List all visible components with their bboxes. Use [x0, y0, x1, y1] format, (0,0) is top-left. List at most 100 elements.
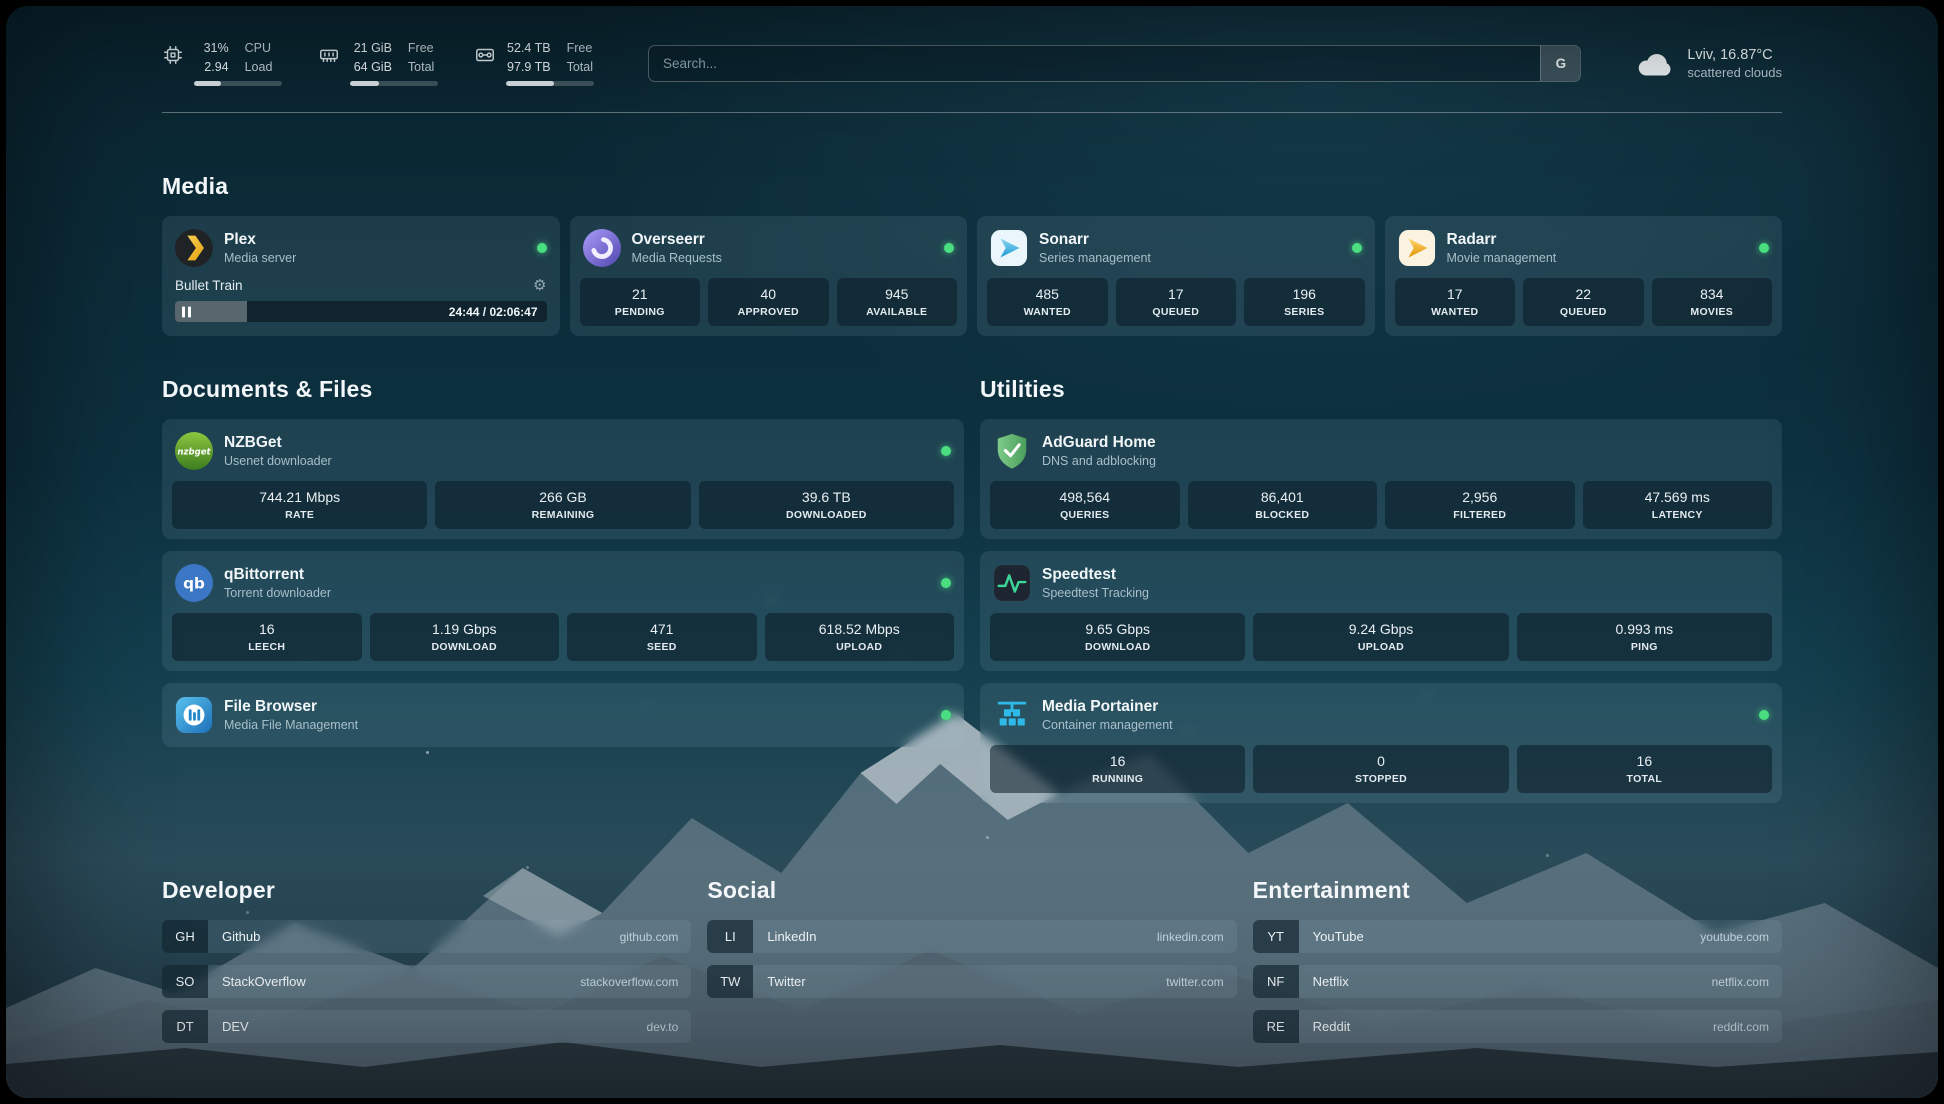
- plex-icon: [175, 229, 213, 267]
- section-utilities: Utilities AdGuard Home DNS and adblockin…: [980, 376, 1782, 815]
- stat-wanted: 485 WANTED: [987, 278, 1108, 326]
- bookmark-abbr: NF: [1252, 965, 1299, 998]
- bookmark-url: twitter.com: [1166, 974, 1224, 989]
- search-input[interactable]: [649, 55, 1541, 71]
- stat-downloaded: 39.6 TB DOWNLOADED: [698, 481, 954, 529]
- app-name: NZBGet: [224, 433, 282, 451]
- section-title-media: Media: [162, 173, 229, 199]
- gear-icon[interactable]: ⚙: [533, 276, 547, 294]
- memory-total-label: Total: [407, 59, 435, 74]
- app-description: Container management: [1042, 718, 1173, 733]
- portainer-stats: 16 RUNNING 0 STOPPED 16 TOTAL: [990, 745, 1772, 793]
- stat-series: 196 SERIES: [1244, 278, 1365, 326]
- memory-widget-body: 21 GiB Free 64 GiB Total: [350, 40, 438, 86]
- bookmark-name: Twitter: [767, 974, 806, 989]
- app-name: File Browser: [224, 697, 318, 715]
- stat-download: 1.19 Gbps DOWNLOAD: [369, 613, 559, 661]
- media-cards-grid: Plex Media server Bullet Train ⚙: [162, 216, 1782, 336]
- plex-now-playing: Bullet Train ⚙ 24:44 / 02:06:47: [172, 278, 550, 322]
- status-dot: [941, 710, 951, 720]
- stat-seed: 471 SEED: [567, 613, 757, 661]
- nzbget-icon: nzbget: [175, 432, 213, 470]
- qbittorrent-card[interactable]: qb qBittorrent Torrent downloader 16 LEE…: [162, 551, 964, 671]
- stat-upload: 9.24 Gbps UPLOAD: [1253, 613, 1509, 661]
- disk-total-label: Total: [566, 59, 593, 74]
- qbittorrent-stats: 16 LEECH 1.19 Gbps DOWNLOAD 471 SEED 6: [172, 613, 954, 661]
- bookmark-linkedin[interactable]: LI LinkedIn linkedin.com: [707, 920, 1237, 953]
- overseerr-card[interactable]: Overseerr Media Requests 21 PENDING 40 A…: [569, 216, 967, 336]
- bookmark-netflix[interactable]: NF Netflix netflix.com: [1252, 965, 1782, 998]
- filebrowser-card[interactable]: File Browser Media File Management: [162, 683, 964, 747]
- cpu-label: CPU: [244, 41, 272, 55]
- app-description: DNS and adblocking: [1042, 454, 1156, 469]
- app-description: Series management: [1039, 251, 1151, 266]
- stat-ping: 0.993 ms PING: [1516, 613, 1772, 661]
- app-description: Movie management: [1446, 251, 1557, 266]
- system-resources: 31% CPU 2.94 Load: [162, 40, 594, 86]
- cpu-widget: 31% CPU 2.94 Load: [162, 40, 282, 86]
- search-provider-button[interactable]: G: [1540, 45, 1581, 81]
- header: 31% CPU 2.94 Load: [162, 40, 1782, 86]
- bookmark-name: DEV: [222, 1019, 249, 1034]
- qbittorrent-icon: qb: [175, 564, 213, 602]
- bookmark-abbr: DT: [162, 1010, 208, 1043]
- speedtest-card[interactable]: Speedtest Speedtest Tracking 9.65 Gbps D…: [980, 551, 1782, 671]
- bookmark-stackoverflow[interactable]: SO StackOverflow stackoverflow.com: [162, 965, 692, 998]
- bookmark-url: github.com: [619, 929, 679, 944]
- bookmark-url: reddit.com: [1712, 1019, 1769, 1034]
- bookmark-name: Github: [222, 929, 261, 944]
- status-dot: [1759, 243, 1769, 253]
- status-dot: [944, 243, 954, 253]
- hard-drive-icon: [474, 44, 496, 66]
- bookmark-github[interactable]: GH Github github.com: [162, 920, 692, 953]
- mountain-background: [6, 668, 1938, 1098]
- app-description: Media Requests: [631, 251, 722, 266]
- adguard-stats: 498,564 QUERIES 86,401 BLOCKED 2,956 FIL…: [990, 481, 1772, 529]
- bookmark-url: netflix.com: [1711, 974, 1769, 989]
- section-title-utilities: Utilities: [980, 376, 1065, 402]
- weather-location: Lviv, 16.87°C: [1687, 46, 1773, 63]
- portainer-card[interactable]: Media Portainer Container management 16 …: [980, 683, 1782, 803]
- memory-stick-icon: [318, 44, 340, 66]
- speedtest-icon: [993, 564, 1031, 602]
- sonarr-card[interactable]: Sonarr Series management 485 WANTED 17 Q…: [977, 216, 1375, 336]
- weather-text: Lviv, 16.87°C scattered clouds: [1687, 47, 1782, 80]
- adguard-icon: [993, 432, 1031, 470]
- stat-rate: 744.21 Mbps RATE: [172, 481, 428, 529]
- cpu-percent: 31%: [203, 41, 229, 55]
- plex-card[interactable]: Plex Media server Bullet Train ⚙: [162, 216, 560, 336]
- bookmark-youtube[interactable]: YT YouTube youtube.com: [1252, 920, 1782, 953]
- section-documents: Documents & Files nzbget NZBGet Usenet d…: [162, 376, 964, 815]
- app-description: Media server: [224, 251, 297, 266]
- bookmark-abbr: GH: [162, 920, 208, 953]
- disk-progress-bar: [506, 81, 594, 86]
- stat-download: 9.65 Gbps DOWNLOAD: [990, 613, 1246, 661]
- stat-running: 16 RUNNING: [990, 745, 1246, 793]
- overseerr-icon: [582, 229, 621, 267]
- status-dot: [941, 578, 951, 588]
- stat-leech: 16 LEECH: [172, 613, 362, 661]
- playback-time: 24:44 / 02:06:47: [448, 304, 538, 319]
- stat-wanted: 17 WANTED: [1394, 278, 1515, 326]
- snow-specks: [6, 6, 9, 9]
- stat-filtered: 2,956 FILTERED: [1385, 481, 1575, 529]
- radarr-card[interactable]: Radarr Movie management 17 WANTED 22 QUE…: [1384, 216, 1782, 336]
- nzbget-card[interactable]: nzbget NZBGet Usenet downloader 744.21 M…: [162, 419, 964, 539]
- bookmark-reddit[interactable]: RE Reddit reddit.com: [1252, 1010, 1782, 1043]
- header-divider: [162, 112, 1782, 113]
- adguard-card[interactable]: AdGuard Home DNS and adblocking 498,564 …: [980, 419, 1782, 539]
- bookmark-sections: Developer GH Github github.com SO StackO…: [162, 877, 1782, 1043]
- radarr-icon: [1398, 229, 1436, 267]
- stat-stopped: 0 STOPPED: [1253, 745, 1509, 793]
- speedtest-stats: 9.65 Gbps DOWNLOAD 9.24 Gbps UPLOAD 0.99…: [990, 613, 1772, 661]
- overseerr-stats: 21 PENDING 40 APPROVED 945 AVAILABLE: [579, 278, 957, 326]
- app-description: Usenet downloader: [224, 454, 332, 469]
- pause-icon[interactable]: [182, 306, 191, 317]
- disk-free: 52.4 TB: [507, 41, 551, 55]
- bookmark-twitter[interactable]: TW Twitter twitter.com: [707, 965, 1237, 998]
- stat-upload: 618.52 Mbps UPLOAD: [764, 613, 954, 661]
- sonarr-icon: [990, 229, 1028, 267]
- bookmark-name: YouTube: [1312, 929, 1364, 944]
- bookmark-dev[interactable]: DT DEV dev.to: [162, 1010, 692, 1043]
- app-name: Speedtest: [1042, 565, 1117, 583]
